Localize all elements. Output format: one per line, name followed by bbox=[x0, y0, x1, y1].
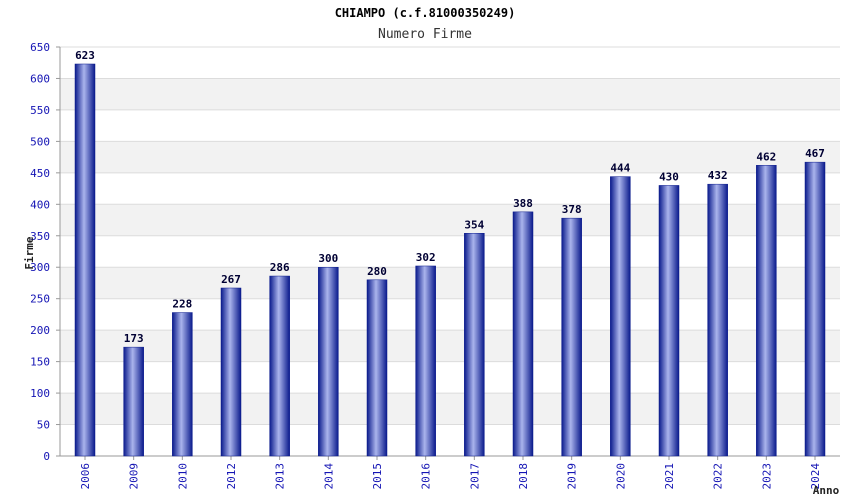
y-tick-label: 250 bbox=[30, 293, 50, 306]
x-tick-label: 2006 bbox=[79, 463, 92, 490]
data-labels: 623 173 228 267 286 300 280 302 354 388 378 444 430 4… bbox=[75, 49, 825, 345]
chart-title: CHIAMPO (c.f.81000350249) bbox=[335, 6, 516, 20]
data-label-2023: 462 bbox=[756, 150, 776, 163]
data-label-2021: 430 bbox=[659, 170, 679, 183]
y-tick-label: 200 bbox=[30, 324, 50, 337]
bar-2020 bbox=[610, 176, 631, 457]
data-label-2015: 280 bbox=[367, 265, 387, 278]
y-axis-label: Firme bbox=[23, 236, 36, 269]
bar-2015 bbox=[366, 279, 388, 457]
bar-2024 bbox=[804, 161, 826, 457]
bar-2023 bbox=[756, 165, 777, 457]
x-tick-label: 2010 bbox=[176, 463, 189, 490]
bar-2013 bbox=[269, 275, 290, 457]
x-tick-label: 2016 bbox=[420, 463, 433, 490]
data-label-2013: 286 bbox=[270, 261, 290, 274]
chart-subtitle: Numero Firme bbox=[378, 27, 472, 42]
bar-2022 bbox=[707, 183, 728, 457]
bar-2009 bbox=[123, 346, 144, 457]
data-label-2010: 228 bbox=[172, 298, 192, 311]
x-tick-label: 2014 bbox=[322, 463, 335, 490]
y-tick-label: 450 bbox=[30, 167, 50, 180]
data-label-2016: 302 bbox=[416, 251, 436, 264]
tick-labels: 0 50 100 150 200 250 300 350 400 450 500 550 600 650 2… bbox=[30, 41, 822, 490]
x-tick-label: 2022 bbox=[712, 463, 725, 490]
data-label-2009: 173 bbox=[124, 332, 144, 345]
data-label-2020: 444 bbox=[610, 162, 630, 175]
y-tick-label: 500 bbox=[30, 135, 50, 148]
y-tick-label: 400 bbox=[30, 198, 50, 211]
bar-2010 bbox=[172, 312, 193, 457]
data-label-2006: 623 bbox=[75, 49, 95, 62]
x-tick-label: 2009 bbox=[128, 463, 141, 490]
y-tick-label: 650 bbox=[30, 41, 50, 54]
bars bbox=[74, 63, 826, 457]
data-label-2014: 300 bbox=[318, 252, 338, 265]
data-label-2017: 354 bbox=[464, 218, 484, 231]
y-tick-label: 0 bbox=[43, 450, 50, 463]
y-tick-label: 300 bbox=[30, 261, 50, 274]
x-axis-label: Anno bbox=[813, 484, 840, 497]
x-tick-label: 2012 bbox=[225, 463, 238, 490]
bar-2014 bbox=[318, 266, 339, 457]
y-tick-label: 600 bbox=[30, 72, 50, 85]
x-tick-label: 2019 bbox=[566, 463, 579, 490]
bar-2019 bbox=[561, 217, 582, 457]
x-tick-label: 2021 bbox=[663, 463, 676, 490]
bar-2016 bbox=[415, 265, 436, 457]
data-label-2019: 378 bbox=[562, 203, 582, 216]
data-label-2022: 432 bbox=[708, 169, 728, 182]
background-band bbox=[60, 141, 840, 173]
y-tick-label: 150 bbox=[30, 356, 50, 369]
y-tick-label: 550 bbox=[30, 104, 50, 117]
data-label-2018: 388 bbox=[513, 197, 533, 210]
data-label-2024: 467 bbox=[805, 147, 825, 160]
y-tick-label: 50 bbox=[37, 419, 50, 432]
x-tick-label: 2024 bbox=[809, 463, 822, 490]
x-tick-label: 2015 bbox=[371, 463, 384, 490]
background-band bbox=[60, 78, 840, 110]
x-tick-label: 2013 bbox=[274, 463, 287, 490]
bar-2017 bbox=[464, 233, 485, 457]
x-tick-label: 2023 bbox=[760, 463, 773, 490]
x-tick-label: 2020 bbox=[614, 463, 627, 490]
bar-2006 bbox=[74, 63, 96, 457]
bar-2012 bbox=[220, 287, 242, 457]
bar-2021 bbox=[658, 185, 680, 457]
y-tick-label: 350 bbox=[30, 230, 50, 243]
data-label-2012: 267 bbox=[221, 273, 241, 286]
x-tick-label: 2018 bbox=[517, 463, 530, 490]
x-tick-label: 2017 bbox=[468, 463, 481, 490]
bar-2018 bbox=[512, 211, 534, 457]
y-tick-label: 100 bbox=[30, 387, 50, 400]
